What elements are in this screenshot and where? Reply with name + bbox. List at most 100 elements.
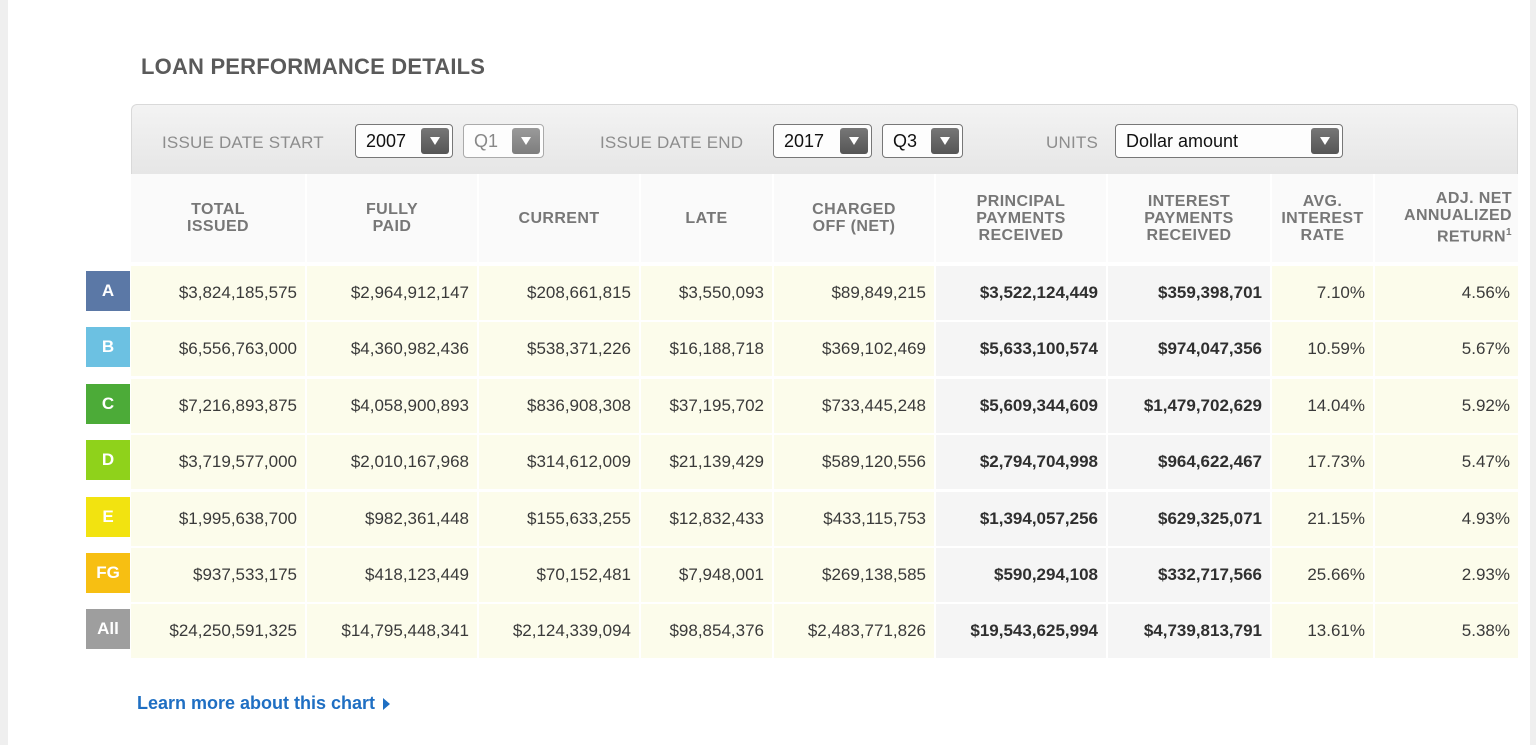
cell-adj-net-annualized-return: 4.56% (1375, 266, 1518, 320)
issue-end-quarter-value: Q3 (893, 130, 918, 151)
cell-charged-off: $433,115,753 (774, 492, 936, 546)
cell-late: $37,195,702 (641, 379, 774, 433)
cell-adj-net-annualized-return: 4.93% (1375, 492, 1518, 546)
cell-fully-paid: $2,010,167,968 (307, 435, 479, 489)
col-header-fully-paid: FULLY PAID (307, 174, 479, 262)
cell-total-issued: $24,250,591,325 (131, 604, 307, 658)
cell-charged-off: $589,120,556 (774, 435, 936, 489)
cell-interest-payments: $964,622,467 (1108, 435, 1272, 489)
chevron-down-icon (931, 128, 959, 154)
cell-interest-payments: $1,479,702,629 (1108, 379, 1272, 433)
cell-avg-interest-rate: 10.59% (1272, 322, 1375, 376)
issue-start-quarter-value: Q1 (474, 130, 499, 151)
units-value: Dollar amount (1126, 130, 1239, 151)
col-header-principal-payments: PRINCIPAL PAYMENTS RECEIVED (936, 174, 1108, 262)
table-header-row: TOTAL ISSUED FULLY PAID CURRENT LATE CHARG… (131, 174, 1518, 262)
cell-current: $538,371,226 (479, 322, 641, 376)
issue-start-quarter-select[interactable]: Q1 (463, 124, 544, 158)
cell-total-issued: $3,719,577,000 (131, 435, 307, 489)
cell-adj-net-annualized-return: 2.93% (1375, 548, 1518, 602)
grade-badge-c: C (86, 384, 130, 424)
cell-total-issued: $6,556,763,000 (131, 322, 307, 376)
cell-charged-off: $269,138,585 (774, 548, 936, 602)
col-header-interest-payments: INTEREST PAYMENTS RECEIVED (1108, 174, 1272, 262)
table-row: $24,250,591,325 $14,795,448,341 $2,124,339… (131, 604, 1518, 658)
cell-current: $2,124,339,094 (479, 604, 641, 658)
grade-badge-e: E (86, 497, 130, 537)
cell-adj-net-annualized-return: 5.92% (1375, 379, 1518, 433)
left-page-margin (0, 0, 8, 745)
issue-start-year-select[interactable]: 2007 (355, 124, 453, 158)
chevron-down-icon (421, 128, 449, 154)
issue-end-year-value: 2017 (784, 130, 825, 151)
grade-badge-fg: FG (86, 553, 130, 593)
cell-principal-payments: $5,609,344,609 (936, 379, 1108, 433)
issue-date-end-label: ISSUE DATE END (600, 133, 744, 152)
right-page-margin (1530, 0, 1536, 745)
cell-current: $208,661,815 (479, 266, 641, 320)
cell-current: $155,633,255 (479, 492, 641, 546)
cell-total-issued: $7,216,893,875 (131, 379, 307, 433)
caret-right-icon (383, 697, 391, 710)
chevron-down-icon (840, 128, 868, 154)
units-select[interactable]: Dollar amount (1115, 124, 1343, 158)
cell-adj-net-annualized-return: 5.47% (1375, 435, 1518, 489)
cell-charged-off: $369,102,469 (774, 322, 936, 376)
cell-interest-payments: $359,398,701 (1108, 266, 1272, 320)
cell-fully-paid: $4,360,982,436 (307, 322, 479, 376)
cell-avg-interest-rate: 14.04% (1272, 379, 1375, 433)
filter-bar: ISSUE DATE START 2007 Q1 ISSUE DATE END … (131, 104, 1518, 174)
table-row: $1,995,638,700 $982,361,448 $155,633,255 $1… (131, 492, 1518, 546)
page-title: LOAN PERFORMANCE DETAILS (141, 54, 486, 79)
issue-date-start-label: ISSUE DATE START (162, 133, 324, 152)
cell-current: $70,152,481 (479, 548, 641, 602)
table-row: $7,216,893,875 $4,058,900,893 $836,908,308… (131, 379, 1518, 433)
col-header-total-issued: TOTAL ISSUED (131, 174, 307, 262)
cell-principal-payments: $590,294,108 (936, 548, 1108, 602)
cell-avg-interest-rate: 25.66% (1272, 548, 1375, 602)
cell-total-issued: $937,533,175 (131, 548, 307, 602)
cell-charged-off: $2,483,771,826 (774, 604, 936, 658)
cell-fully-paid: $14,795,448,341 (307, 604, 479, 658)
chevron-down-icon (512, 128, 540, 154)
col-header-current: CURRENT (479, 174, 641, 262)
grade-badge-all: All (86, 609, 130, 649)
grade-badge-a: A (86, 271, 130, 311)
cell-charged-off: $89,849,215 (774, 266, 936, 320)
issue-end-quarter-select[interactable]: Q3 (882, 124, 963, 158)
cell-avg-interest-rate: 13.61% (1272, 604, 1375, 658)
cell-current: $836,908,308 (479, 379, 641, 433)
cell-adj-net-annualized-return: 5.38% (1375, 604, 1518, 658)
learn-more-text: Learn more about this chart (137, 693, 376, 713)
col-header-charged-off: CHARGED OFF (NET) (774, 174, 936, 262)
cell-late: $16,188,718 (641, 322, 774, 376)
cell-interest-payments: $629,325,071 (1108, 492, 1272, 546)
cell-interest-payments: $332,717,566 (1108, 548, 1272, 602)
cell-interest-payments: $4,739,813,791 (1108, 604, 1272, 658)
grade-badge-b: B (86, 327, 130, 367)
cell-fully-paid: $4,058,900,893 (307, 379, 479, 433)
table-row: $3,719,577,000 $2,010,167,968 $314,612,009… (131, 435, 1518, 489)
cell-late: $12,832,433 (641, 492, 774, 546)
issue-end-year-select[interactable]: 2017 (773, 124, 872, 158)
cell-avg-interest-rate: 7.10% (1272, 266, 1375, 320)
col-header-late: LATE (641, 174, 774, 262)
chevron-down-icon (1311, 128, 1339, 154)
col-header-adj-net-annualized-return: ADJ. NET ANNUALIZED RETURN1 (1375, 174, 1518, 262)
cell-principal-payments: $2,794,704,998 (936, 435, 1108, 489)
cell-principal-payments: $5,633,100,574 (936, 322, 1108, 376)
issue-start-year-value: 2007 (366, 130, 407, 151)
cell-fully-paid: $418,123,449 (307, 548, 479, 602)
cell-late: $7,948,001 (641, 548, 774, 602)
learn-more-link[interactable]: Learn more about this chart (137, 693, 391, 714)
grade-badge-d: D (86, 440, 130, 480)
cell-fully-paid: $2,964,912,147 (307, 266, 479, 320)
table-row: $6,556,763,000 $4,360,982,436 $538,371,226… (131, 322, 1518, 376)
units-label: UNITS (1046, 133, 1098, 152)
cell-late: $98,854,376 (641, 604, 774, 658)
cell-total-issued: $3,824,185,575 (131, 266, 307, 320)
cell-adj-net-annualized-return: 5.67% (1375, 322, 1518, 376)
cell-charged-off: $733,445,248 (774, 379, 936, 433)
cell-principal-payments: $1,394,057,256 (936, 492, 1108, 546)
cell-interest-payments: $974,047,356 (1108, 322, 1272, 376)
